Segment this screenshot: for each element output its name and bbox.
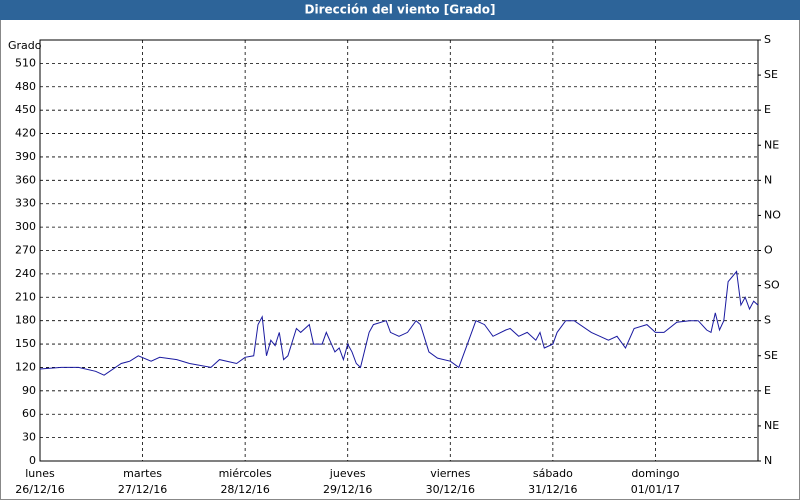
x-tick-sublabel: 01/01/17 <box>631 483 680 496</box>
y-tick-label: 0 <box>29 454 36 467</box>
y2-tick-label: E <box>764 103 771 116</box>
y2-tick-label: E <box>764 384 771 397</box>
y-tick-label: 480 <box>15 80 36 93</box>
y-tick-label: 300 <box>15 220 36 233</box>
y2-tick-label: NE <box>764 138 779 151</box>
plot-border <box>39 39 759 462</box>
x-tick-sublabel: 29/12/16 <box>323 483 372 496</box>
x-tick-sublabel: 28/12/16 <box>220 483 269 496</box>
x-tick-label: martes <box>123 467 162 480</box>
y2-tick-label: SO <box>764 279 780 292</box>
y-tick-label: 450 <box>15 103 36 116</box>
x-tick-sublabel: 30/12/16 <box>426 483 475 496</box>
x-tick-sublabel: 31/12/16 <box>528 483 577 496</box>
y-tick-label: 510 <box>15 56 36 69</box>
x-tick-label: miércoles <box>219 467 272 480</box>
x-tick-sublabel: 26/12/16 <box>15 483 64 496</box>
title-bar <box>0 0 800 20</box>
x-tick-label: sábado <box>533 467 573 480</box>
y-tick-label: 180 <box>15 314 36 327</box>
y-tick-label: 150 <box>15 337 36 350</box>
y-tick-label: 390 <box>15 150 36 163</box>
y2-tick-label: NO <box>764 208 781 221</box>
y2-tick-label: SE <box>764 349 778 362</box>
y2-tick-label: S <box>764 33 771 46</box>
x-tick-sublabel: 27/12/16 <box>118 483 167 496</box>
y-axis-label: Grado <box>8 39 42 52</box>
y-tick-label: 420 <box>15 127 36 140</box>
x-tick-label: lunes <box>25 467 55 480</box>
y-tick-label: 330 <box>15 197 36 210</box>
data-line <box>39 270 759 376</box>
y2-tick-label: S <box>764 314 771 327</box>
y2-tick-label: O <box>764 244 773 257</box>
y-tick-label: 60 <box>22 407 36 420</box>
y2-tick-label: NE <box>764 419 779 432</box>
y2-tick-label: N <box>764 454 772 467</box>
y-tick-label: 90 <box>22 384 36 397</box>
y-tick-label: 240 <box>15 267 36 280</box>
y2-tick-label: SE <box>764 68 778 81</box>
y2-tick-label: N <box>764 173 772 186</box>
y-tick-label: 360 <box>15 173 36 186</box>
y-tick-label: 120 <box>15 360 36 373</box>
chart-title: Dirección del viento [Grado] <box>305 3 496 17</box>
y-tick-label: 210 <box>15 290 36 303</box>
y-tick-label: 270 <box>15 244 36 257</box>
y-tick-label: 30 <box>22 431 36 444</box>
x-tick-label: viernes <box>430 467 470 480</box>
x-tick-label: jueves <box>329 467 366 480</box>
x-tick-label: domingo <box>631 467 679 480</box>
